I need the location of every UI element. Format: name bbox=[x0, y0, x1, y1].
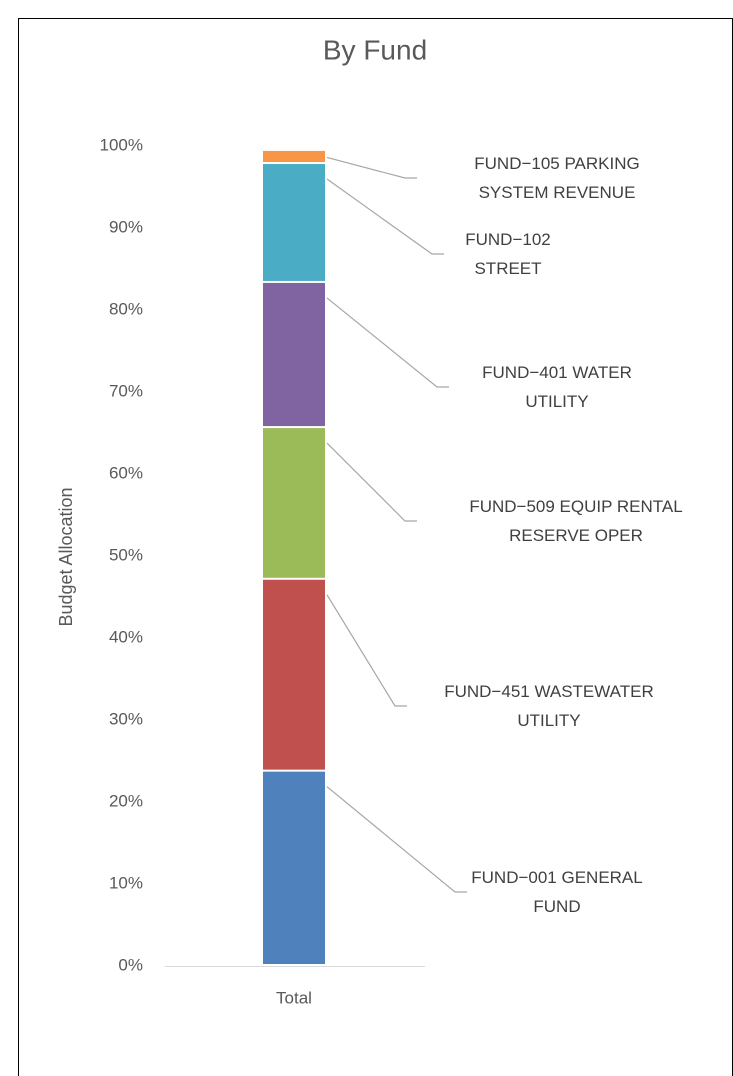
bar-segment bbox=[263, 771, 325, 964]
y-tick-label: 60% bbox=[109, 463, 143, 482]
bar-segment bbox=[263, 164, 325, 281]
bar-segment bbox=[263, 579, 325, 770]
data-label: FUND−001 GENERAL FUND bbox=[471, 867, 643, 916]
leader-line bbox=[326, 178, 444, 255]
data-label: FUND−509 EQUIP RENTAL RESERVE OPER bbox=[469, 496, 683, 545]
chart-title: By Fund bbox=[323, 34, 427, 65]
data-label: FUND−102 STREET bbox=[465, 229, 551, 278]
data-label: FUND−451 WASTEWATER UTILITY bbox=[444, 681, 654, 730]
bar-segment bbox=[263, 282, 325, 427]
y-tick-label: 30% bbox=[109, 709, 143, 728]
y-axis-label: Budget Allocation bbox=[56, 487, 76, 626]
y-tick-label: 40% bbox=[109, 627, 143, 646]
data-label: FUND−105 PARKING SYSTEM REVENUE bbox=[474, 153, 640, 202]
leader-line bbox=[326, 786, 467, 893]
y-tick-label: 10% bbox=[109, 873, 143, 892]
y-tick-label: 70% bbox=[109, 381, 143, 400]
leader-line bbox=[326, 594, 407, 707]
bar-segment bbox=[263, 150, 325, 163]
data-label: FUND−401 WATER UTILITY bbox=[482, 362, 632, 411]
y-tick-label: 0% bbox=[118, 955, 143, 974]
leader-line bbox=[326, 297, 449, 388]
leader-line bbox=[326, 442, 417, 522]
x-tick-label: Total bbox=[276, 988, 312, 1007]
y-tick-label: 50% bbox=[109, 545, 143, 564]
y-tick-label: 20% bbox=[109, 791, 143, 810]
y-tick-label: 100% bbox=[100, 135, 143, 154]
y-tick-label: 90% bbox=[109, 217, 143, 236]
y-tick-label: 80% bbox=[109, 299, 143, 318]
bar-segment bbox=[263, 428, 325, 578]
leader-line bbox=[326, 156, 417, 179]
